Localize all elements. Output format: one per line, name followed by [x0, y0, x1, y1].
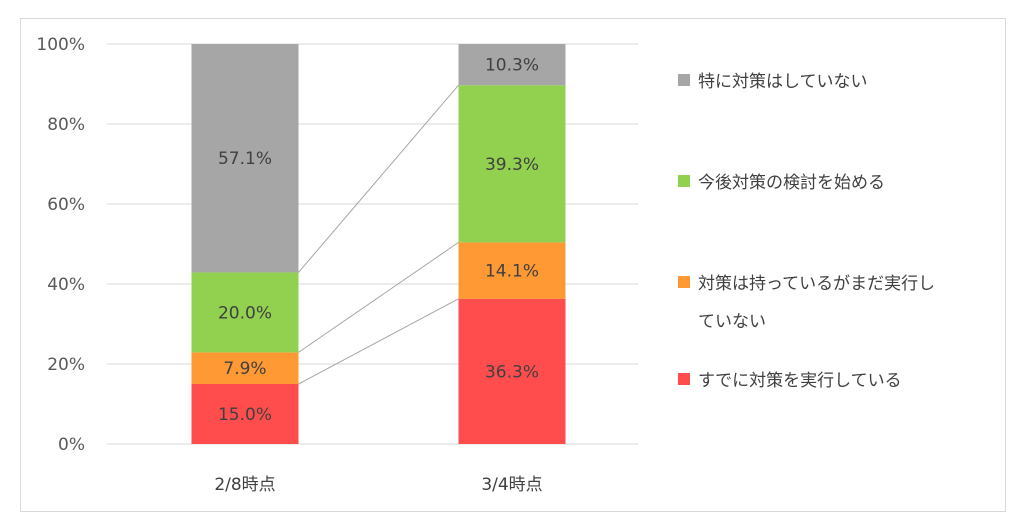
- bar-segment: [191, 384, 299, 444]
- series-line: [298, 84, 459, 273]
- y-tick-label: 80%: [47, 115, 85, 135]
- bars: [191, 44, 566, 444]
- legend: 特に対策はしていない今後対策の検討を始める対策は持っているがまだ実行していないす…: [678, 72, 935, 391]
- data-label: 7.9%: [223, 359, 266, 379]
- y-tick-label: 0%: [58, 435, 85, 455]
- x-category-label: 3/4時点: [481, 475, 542, 495]
- bar-segment: [458, 298, 566, 444]
- legend-label: 対策は持っているがまだ実行し: [698, 274, 935, 294]
- bar-segment: [191, 44, 299, 273]
- bar-segment: [458, 44, 566, 86]
- data-label: 14.1%: [485, 262, 539, 282]
- legend-swatch: [678, 276, 690, 288]
- data-label: 57.1%: [218, 149, 272, 169]
- y-tick-label: 100%: [36, 35, 85, 55]
- bar-segment: [458, 242, 566, 299]
- y-tick-label: 20%: [47, 355, 85, 375]
- legend-swatch: [678, 175, 690, 187]
- data-labels: 15.0% 7.9% 20.0% 57.1% 36.3% 14.1% 39.3% 10.3%: [218, 56, 539, 425]
- y-tick-label: 40%: [47, 275, 85, 295]
- stacked-bar-chart: 15.0%7.9%20.0%57.1%36.3%14.1%39.3%10.3% …: [36, 35, 935, 495]
- data-label: 15.0%: [218, 405, 272, 425]
- series-connector-lines: [298, 84, 459, 385]
- y-tick-label: 60%: [47, 195, 85, 215]
- data-label: 36.3%: [485, 362, 539, 382]
- legend-swatch: [678, 74, 690, 86]
- axes: 0% 20% 40% 60% 80% 100% 2/8時点 3/4時点: [36, 35, 542, 495]
- legend-label: ていない: [698, 312, 766, 332]
- legend-label: すでに対策を実行している: [698, 371, 902, 391]
- bar-segment: [458, 85, 566, 243]
- series-line: [298, 241, 459, 353]
- data-label: 20.0%: [218, 303, 272, 323]
- bar-segment: [191, 352, 299, 384]
- legend-swatch: [678, 373, 690, 385]
- chart-frame: 15.0% 7.9% 20.0% 57.1% 36.3% 14.1% 39.3% 10.3% …: [20, 18, 1006, 512]
- x-category-label: 2/8時点: [214, 475, 275, 495]
- legend-label: 特に対策はしていない: [698, 72, 868, 92]
- data-label: 39.3%: [485, 155, 539, 175]
- series-line: [298, 298, 459, 385]
- legend-label: 今後対策の検討を始める: [698, 173, 885, 193]
- bar-segment: [191, 272, 299, 353]
- data-label: 10.3%: [485, 56, 539, 76]
